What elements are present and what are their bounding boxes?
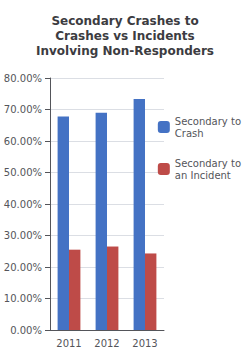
svg-text:20.00%: 20.00% bbox=[4, 262, 42, 273]
svg-text:2011: 2011 bbox=[56, 338, 81, 349]
svg-text:Secondary to: Secondary to bbox=[175, 158, 241, 169]
svg-text:Secondary Crashes to: Secondary Crashes to bbox=[51, 14, 198, 28]
svg-text:Secondary to: Secondary to bbox=[175, 116, 241, 127]
svg-text:Involving Non-Responders: Involving Non-Responders bbox=[36, 44, 214, 58]
svg-text:Crash: Crash bbox=[175, 128, 204, 139]
svg-text:2013: 2013 bbox=[132, 338, 157, 349]
svg-text:40.00%: 40.00% bbox=[4, 199, 42, 210]
svg-text:10.00%: 10.00% bbox=[4, 293, 42, 304]
svg-text:2012: 2012 bbox=[94, 338, 119, 349]
svg-text:70.00%: 70.00% bbox=[4, 104, 42, 115]
svg-text:60.00%: 60.00% bbox=[4, 136, 42, 147]
svg-text:50.00%: 50.00% bbox=[4, 167, 42, 178]
svg-text:an Incident: an Incident bbox=[175, 170, 231, 181]
svg-text:80.00%: 80.00% bbox=[4, 73, 42, 84]
svg-text:30.00%: 30.00% bbox=[4, 230, 42, 241]
svg-text:0.00%: 0.00% bbox=[10, 325, 42, 336]
svg-text:Crashes vs Incidents: Crashes vs Incidents bbox=[55, 29, 195, 43]
